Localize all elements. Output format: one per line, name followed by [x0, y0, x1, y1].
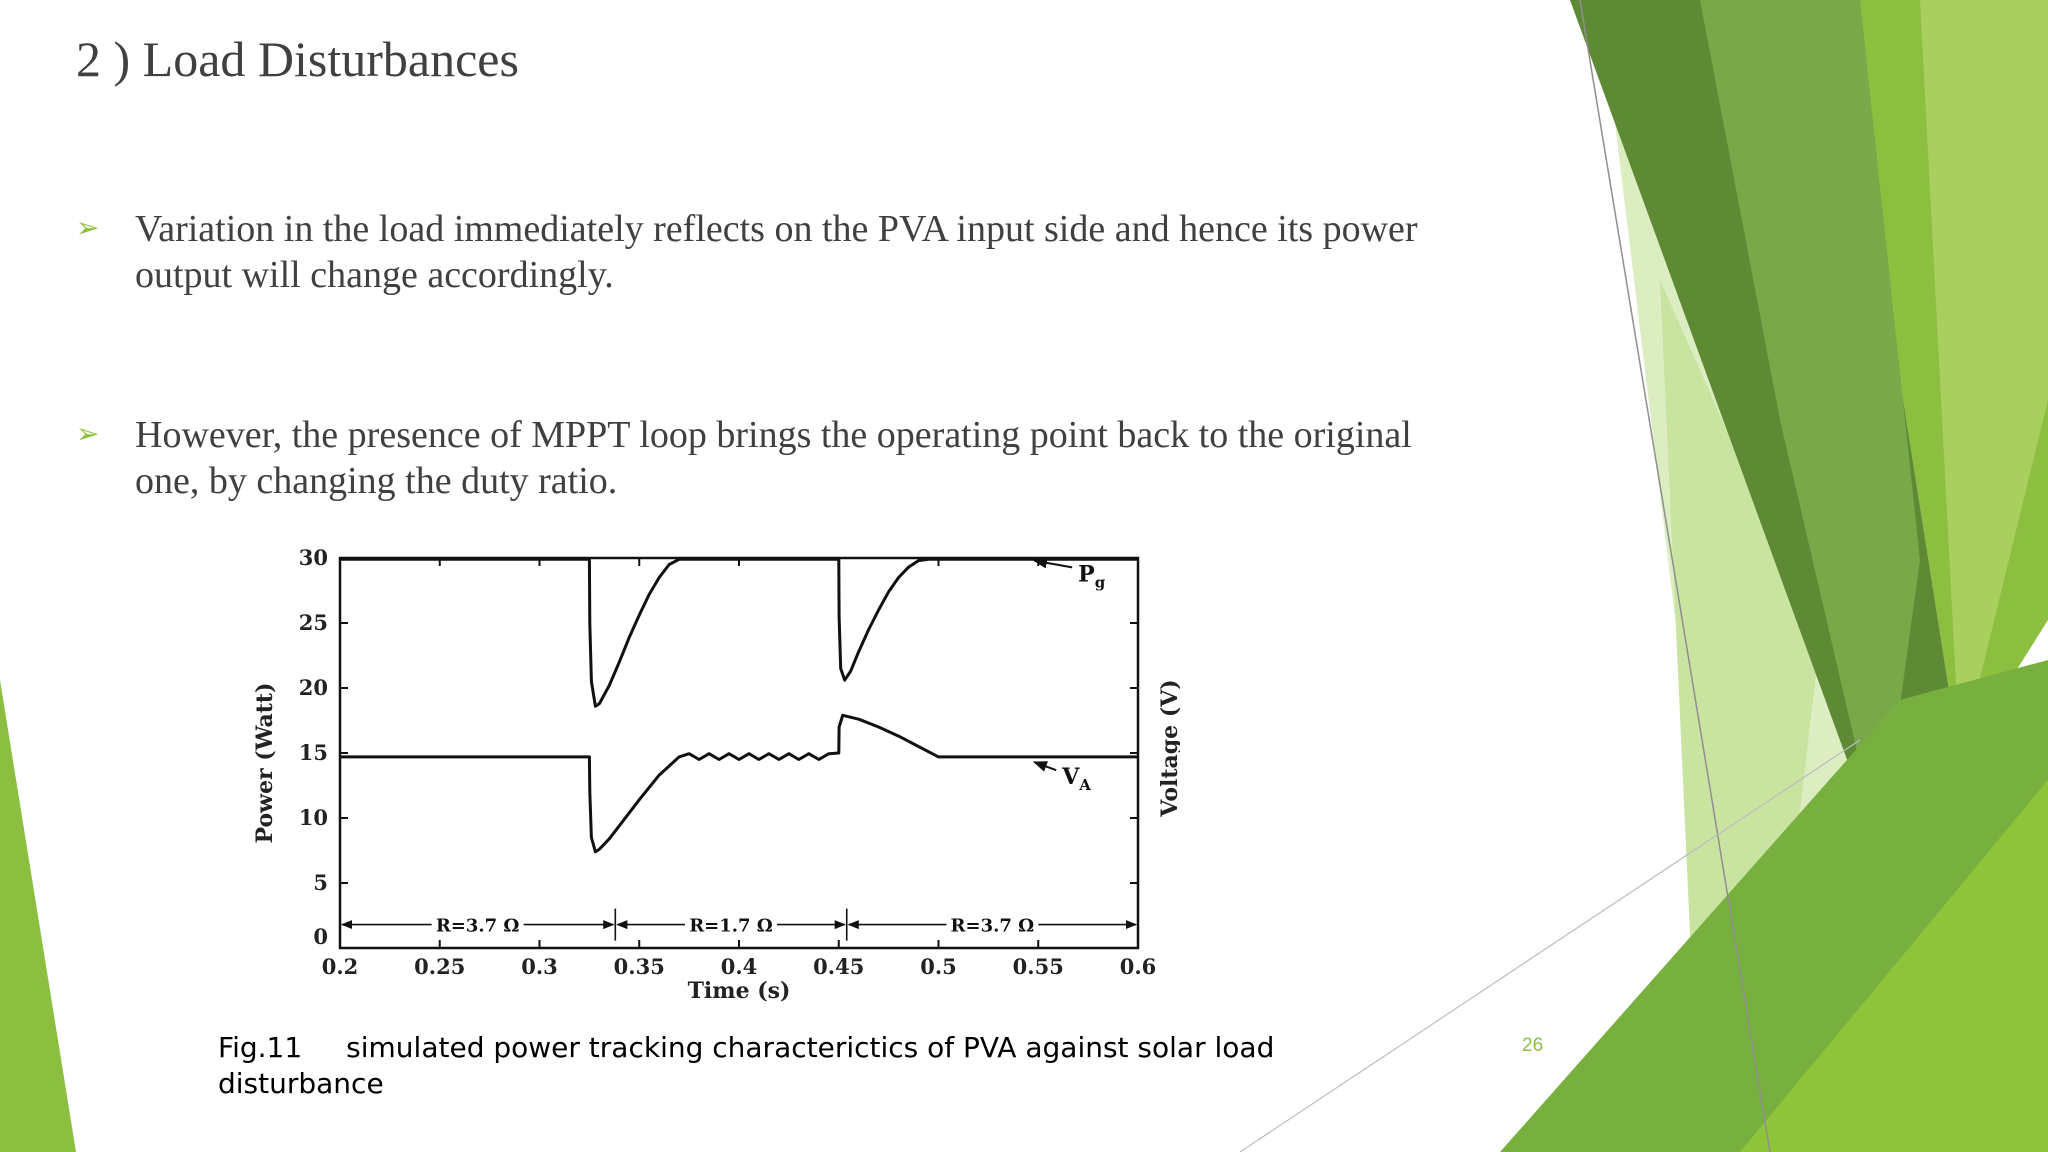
- region-label: R=1.7 Ω: [689, 916, 773, 937]
- x-tick-label: 0.25: [414, 954, 465, 979]
- slide-number: 26: [1522, 1035, 1544, 1056]
- y-tick-label: 15: [299, 740, 328, 765]
- y-tick-label: 30: [299, 548, 328, 570]
- region-label: R=3.7 Ω: [436, 916, 520, 937]
- arrow-bullet-icon: ➢: [76, 213, 100, 244]
- x-tick-label: 0.35: [614, 954, 665, 979]
- bottom-right-bright-triangle: [1740, 780, 2048, 1152]
- series-label-arrow: [1032, 557, 1073, 569]
- caption-text: simulated power tracking characterictics…: [218, 1031, 1275, 1100]
- x-tick-label: 0.4: [721, 954, 758, 979]
- arrow-bullet-icon: ➢: [76, 419, 100, 450]
- y-tick-label: 0: [313, 924, 328, 949]
- y-tick-label: 5: [313, 870, 328, 895]
- series-line-va: [340, 713, 1138, 854]
- thin-divider-line: [1579, 0, 1771, 1152]
- bullet-text: However, the presence of MPPT loop bring…: [135, 414, 1412, 502]
- x-tick-label: 0.45: [813, 954, 864, 979]
- power-voltage-chart: 0.2 0.25 0.3 0.35 0.4 0.45 0.5 0.55 0.6 0 5 10 15 20 2…: [252, 548, 1180, 1004]
- series-label-pg: Pg: [1078, 561, 1106, 591]
- y-tick-label: 10: [299, 805, 328, 830]
- y-axis-label-right: Voltage (V): [1157, 679, 1180, 817]
- series-line-pg: [340, 557, 1138, 708]
- plot-frame: [338, 556, 1140, 950]
- series-label-arrow: [1032, 761, 1057, 772]
- region-label: R=3.7 Ω: [951, 916, 1035, 937]
- y-axis-label: Power (Watt): [252, 682, 278, 843]
- x-tick-label: 0.3: [521, 954, 558, 979]
- slide-title: 2 ) Load Disturbances: [76, 31, 519, 87]
- x-tick-label: 0.5: [920, 954, 957, 979]
- figure-number: Fig.11: [218, 1031, 303, 1064]
- y-tick-label: 25: [299, 610, 328, 635]
- thin-diagonal-line: [1239, 739, 1861, 1152]
- series-label-va: VA: [1061, 764, 1091, 794]
- bullet-text: Variation in the load immediately reflec…: [135, 208, 1418, 296]
- y-tick-label: 20: [299, 675, 328, 700]
- x-tick-label: 0.2: [322, 954, 359, 979]
- bullet-item: ➢ However, the presence of MPPT loop bri…: [76, 412, 1456, 504]
- left-green-triangle: [0, 680, 76, 1152]
- bullet-item: ➢ Variation in the load immediately refl…: [76, 206, 1456, 298]
- x-axis-label: Time (s): [688, 978, 791, 1004]
- right-olive-shard: [1920, 0, 2048, 760]
- x-tick-label: 0.55: [1013, 954, 1064, 979]
- x-tick-label: 0.6: [1120, 954, 1157, 979]
- right-mid-green-shard: [1700, 0, 1920, 850]
- figure-caption: Fig.11 simulated power tracking character…: [218, 1030, 1288, 1102]
